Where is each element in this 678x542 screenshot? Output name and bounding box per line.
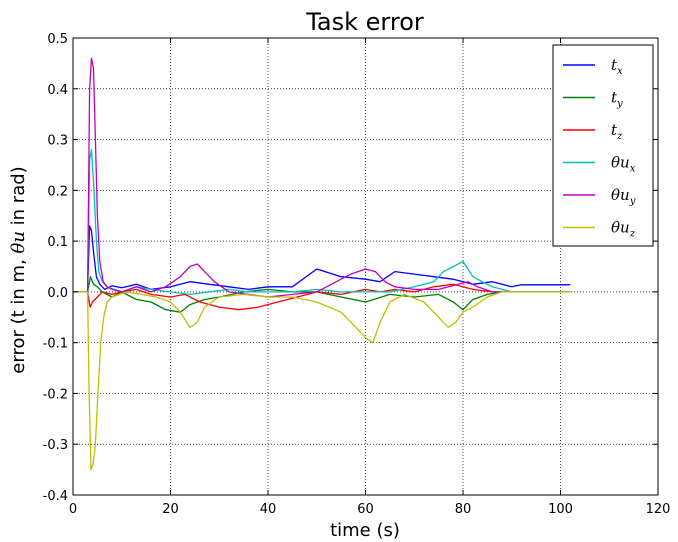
series-line-5 — [73, 57, 512, 298]
legend-entry-subscript: x — [630, 164, 636, 175]
y-axis-label-part-2: θu — [8, 231, 29, 253]
y-tick-label: -0.1 — [43, 337, 68, 352]
legend-entry: tz — [611, 121, 623, 142]
legend-entry-name: θu — [611, 186, 630, 204]
legend-entry-name: t — [611, 121, 618, 139]
legend-entry: ty — [611, 89, 623, 110]
y-axis-label-part-3: in rad) — [8, 166, 29, 231]
y-tick-label: 0.3 — [47, 134, 68, 149]
y-axis-label-part-1: error (t in m, — [8, 253, 29, 373]
y-tick-label: -0.4 — [43, 489, 68, 504]
legend-entry: tx — [611, 56, 623, 77]
y-tick-label: -0.2 — [43, 387, 68, 402]
series-line-6 — [73, 291, 571, 471]
legend-entry-subscript: z — [629, 229, 636, 240]
legend-entry-name: t — [611, 89, 618, 107]
legend-entry-subscript: y — [616, 99, 623, 110]
y-tick-label: 0.0 — [47, 286, 68, 301]
legend-entry-subscript: z — [616, 131, 623, 142]
series-line-3 — [73, 283, 571, 311]
grid-lines — [73, 38, 658, 495]
chart-title: Task error — [305, 8, 424, 36]
y-tick-label: 0.4 — [47, 83, 68, 98]
x-tick-label: 120 — [646, 502, 671, 517]
legend-entry-name: t — [611, 56, 618, 74]
series-line-1 — [73, 225, 571, 293]
series-lines — [73, 57, 571, 471]
x-tick-label: 40 — [260, 502, 277, 517]
x-axis-label: time (s) — [330, 520, 400, 541]
legend-entry-name: θu — [611, 154, 630, 172]
x-tick-label: 80 — [455, 502, 472, 517]
y-tick-label: 0.2 — [47, 184, 68, 199]
legend-box — [552, 44, 654, 247]
x-tick-label: 60 — [357, 502, 374, 517]
y-tick-label: 0.5 — [47, 32, 68, 47]
legend-entry: θuz — [611, 219, 636, 240]
y-tick-label: 0.1 — [47, 235, 68, 250]
legend-entry-name: θu — [611, 219, 630, 237]
series-line-4 — [73, 149, 571, 296]
x-tick-label: 0 — [69, 502, 77, 517]
legend-entry: θuy — [611, 186, 636, 207]
legend-entry-subscript: y — [629, 196, 636, 207]
x-tick-label: 100 — [548, 502, 573, 517]
x-tick-label: 20 — [162, 502, 179, 517]
axis-ticks: 0 20 40 60 80 100 120 -0.4 -0.3 -0.2 -0.1 0.0 0.1 0.2… — [43, 32, 671, 517]
legend-entry: θux — [611, 154, 636, 175]
y-axis-label: error (t in m, θu in rad) — [8, 166, 29, 373]
legend-entry-subscript: x — [617, 66, 623, 77]
y-tick-label: -0.3 — [43, 438, 68, 453]
